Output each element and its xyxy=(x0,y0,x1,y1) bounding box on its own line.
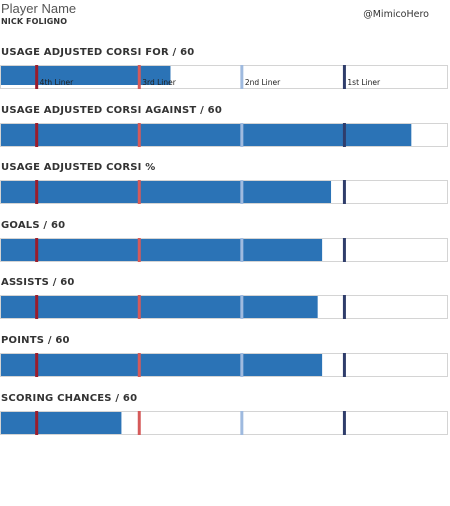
tier-marker xyxy=(240,410,244,435)
metric-panel: USAGE ADJUSTED CORSI % xyxy=(0,162,450,220)
tier-marker xyxy=(35,122,39,147)
tier-marker xyxy=(240,353,244,377)
metric-plot xyxy=(1,353,346,377)
tier-marker xyxy=(342,65,346,89)
value-bar xyxy=(1,123,412,146)
tier-marker xyxy=(240,65,244,89)
tier-marker xyxy=(35,410,39,435)
value-bar xyxy=(1,181,332,204)
tier-marker xyxy=(137,180,141,205)
tier-marker xyxy=(137,410,141,435)
metric-title: GOALS / 60 xyxy=(1,219,66,231)
metric-panel: USAGE ADJUSTED CORSI AGAINST / 60 xyxy=(0,105,450,163)
metric-panel: POINTS / 60 xyxy=(0,335,450,393)
metric-title: USAGE ADJUSTED CORSI FOR / 60 xyxy=(1,47,195,58)
tier-marker xyxy=(137,295,141,320)
metric-plot xyxy=(1,295,346,320)
tier-marker xyxy=(35,180,39,205)
value-bar xyxy=(1,238,323,261)
metric-panel: GOALS / 60 xyxy=(0,220,450,278)
tier-marker xyxy=(35,295,39,320)
metric-title: USAGE ADJUSTED CORSI % xyxy=(1,162,156,174)
metric-plot xyxy=(1,122,412,147)
player-label: Player Name xyxy=(1,1,77,16)
tier-marker xyxy=(342,410,346,435)
tier-marker xyxy=(35,353,39,377)
metric-title: POINTS / 60 xyxy=(1,335,70,346)
tier-marker xyxy=(137,353,141,377)
metric-title: SCORING CHANCES / 60 xyxy=(1,392,138,404)
tier-marker xyxy=(240,122,244,147)
metric-plot: 4th Liner 3rd Liner 2nd Liner 1st Liner xyxy=(1,65,381,89)
tier-marker xyxy=(137,237,141,262)
tier-marker xyxy=(342,295,346,320)
metric-plot xyxy=(1,410,346,435)
value-bar xyxy=(1,354,323,376)
tier-label: 4th Liner xyxy=(40,78,74,87)
metric-plot xyxy=(1,237,346,262)
metric-panel: USAGE ADJUSTED CORSI FOR / 60 4th Liner 3r… xyxy=(0,47,450,105)
value-bar xyxy=(1,411,122,434)
tier-marker xyxy=(240,180,244,205)
tier-marker xyxy=(137,65,141,89)
metric-plot xyxy=(1,180,346,205)
tier-label: 2nd Liner xyxy=(245,78,281,87)
value-bar xyxy=(1,296,318,319)
tier-marker xyxy=(240,295,244,320)
tier-marker xyxy=(342,237,346,262)
metric-panel: ASSISTS / 60 xyxy=(0,277,450,335)
tier-marker xyxy=(137,122,141,147)
tier-label: 1st Liner xyxy=(347,78,381,87)
tier-marker xyxy=(342,180,346,205)
player-name: NICK FOLIGNO xyxy=(1,17,68,26)
tier-marker xyxy=(35,65,39,89)
author-handle: @MimicoHero xyxy=(363,9,429,20)
value-bar xyxy=(1,66,171,85)
tier-marker xyxy=(342,353,346,377)
tier-marker xyxy=(35,237,39,262)
chart-header: Player Name NICK FOLIGNO @MimicoHero xyxy=(0,0,450,30)
metric-title: USAGE ADJUSTED CORSI AGAINST / 60 xyxy=(1,104,222,116)
tier-label: 3rd Liner xyxy=(142,78,176,87)
tier-marker xyxy=(342,122,346,147)
metric-panel: SCORING CHANCES / 60 xyxy=(0,393,450,451)
metric-title: ASSISTS / 60 xyxy=(1,277,75,289)
tier-marker xyxy=(240,237,244,262)
